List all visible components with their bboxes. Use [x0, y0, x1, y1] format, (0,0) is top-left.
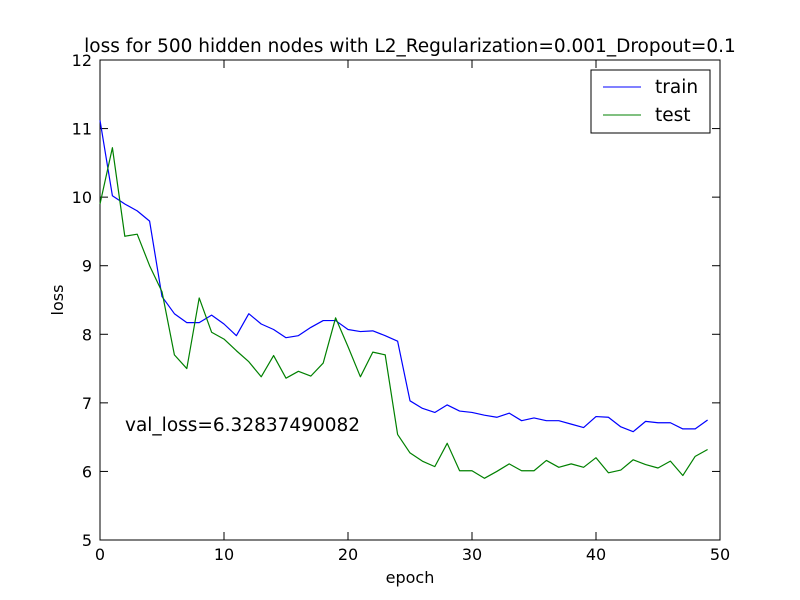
x-tick-label: 20	[338, 545, 358, 564]
legend-test-label: test	[655, 105, 691, 126]
x-tick-label: 30	[462, 545, 482, 564]
y-axis-label: loss	[48, 285, 67, 316]
y-tick-label: 6	[82, 462, 92, 481]
x-axis-ticks: 0 10 20 30 40 50	[95, 60, 730, 564]
series-line-train	[99, 120, 708, 433]
x-tick-label: 40	[586, 545, 606, 564]
y-tick-label: 11	[72, 120, 92, 139]
chart-title: loss for 500 hidden nodes with L2_Regula…	[84, 36, 736, 57]
y-tick-label: 10	[72, 188, 92, 207]
y-tick-label: 12	[72, 51, 92, 70]
x-tick-label: 50	[710, 545, 730, 564]
legend-box	[590, 69, 711, 134]
legend: train test	[590, 69, 711, 134]
y-axis-ticks: 5 6 7 8 9 10 11 12	[72, 51, 720, 550]
y-tick-label: 5	[82, 531, 92, 550]
y-tick-label: 9	[82, 257, 92, 276]
x-tick-label: 0	[95, 545, 105, 564]
plot-area	[99, 59, 721, 541]
x-axis-label: epoch	[386, 568, 435, 587]
series-lines	[99, 120, 708, 479]
y-tick-label: 7	[82, 394, 92, 413]
series-line-test	[99, 147, 708, 479]
legend-train-label: train	[655, 77, 698, 98]
x-tick-label: 10	[214, 545, 234, 564]
y-tick-label: 8	[82, 325, 92, 344]
val-loss-annotation: val_loss=6.32837490082	[125, 415, 360, 436]
